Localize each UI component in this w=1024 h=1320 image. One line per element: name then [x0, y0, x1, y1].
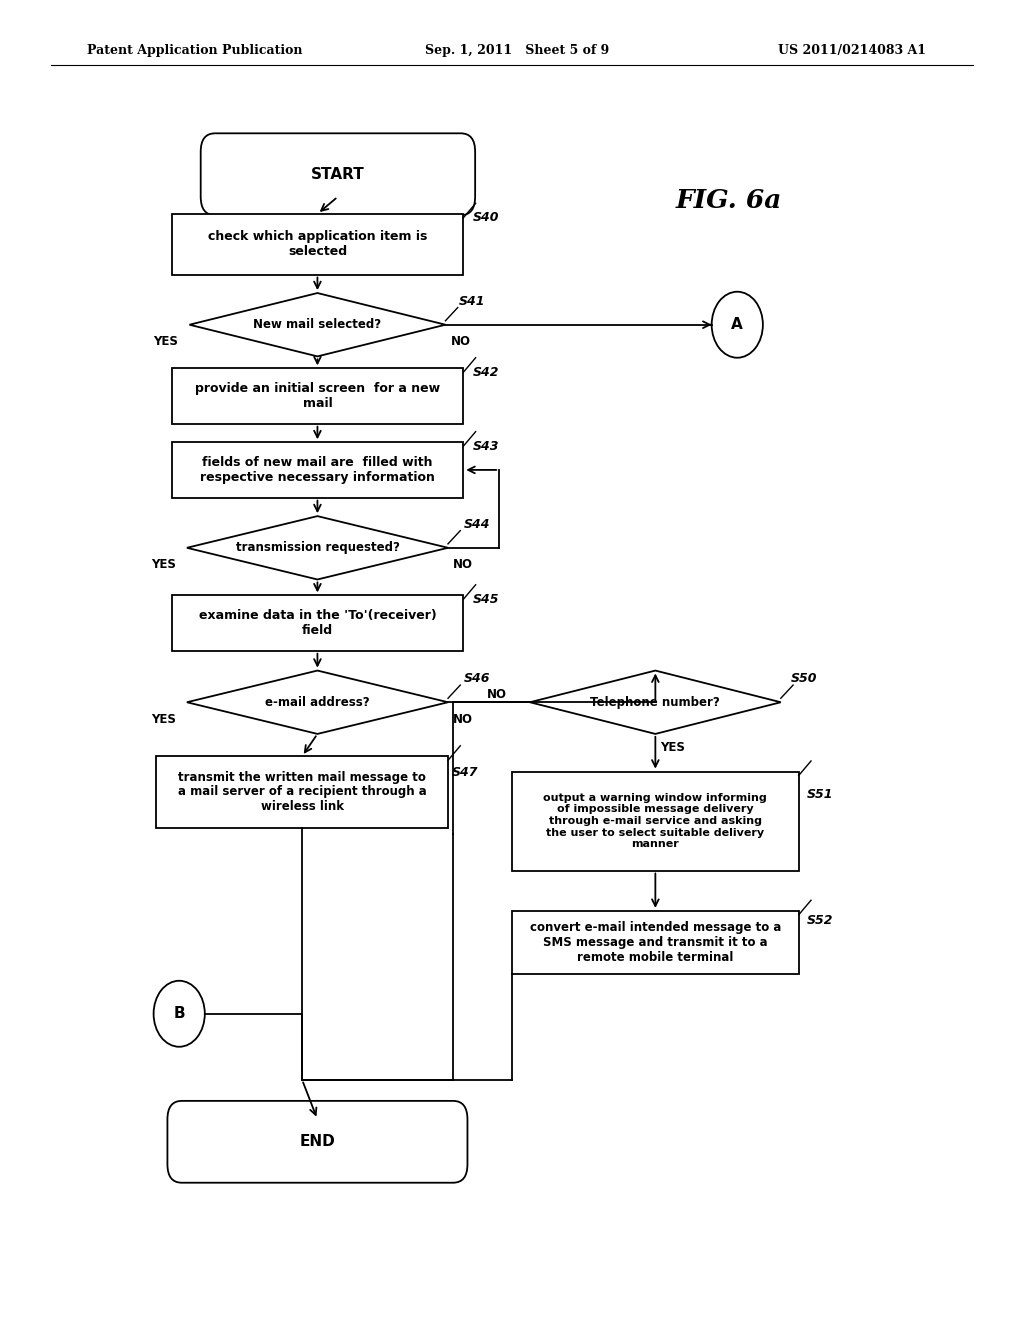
Text: provide an initial screen  for a new
mail: provide an initial screen for a new mail [195, 381, 440, 411]
FancyBboxPatch shape [172, 368, 463, 424]
Text: New mail selected?: New mail selected? [253, 318, 382, 331]
Polygon shape [186, 671, 449, 734]
Text: B: B [173, 1006, 185, 1022]
Text: S44: S44 [464, 517, 490, 531]
Text: Sep. 1, 2011   Sheet 5 of 9: Sep. 1, 2011 Sheet 5 of 9 [425, 44, 609, 57]
Text: START: START [311, 166, 365, 182]
Text: NO: NO [453, 713, 473, 726]
FancyBboxPatch shape [201, 133, 475, 215]
Text: check which application item is
selected: check which application item is selected [208, 230, 427, 259]
Text: NO: NO [453, 558, 473, 572]
FancyBboxPatch shape [512, 771, 799, 871]
Text: S40: S40 [473, 211, 500, 224]
Text: S47: S47 [452, 766, 478, 779]
Text: S42: S42 [473, 366, 500, 379]
Text: examine data in the 'To'(receiver)
field: examine data in the 'To'(receiver) field [199, 609, 436, 638]
Text: NO: NO [451, 335, 471, 348]
Text: S51: S51 [807, 788, 834, 801]
Text: fields of new mail are  filled with
respective necessary information: fields of new mail are filled with respe… [200, 455, 435, 484]
Text: convert e-mail intended message to a
SMS message and transmit it to a
remote mob: convert e-mail intended message to a SMS… [529, 921, 781, 964]
Text: FIG. 6a: FIG. 6a [676, 189, 782, 213]
Polygon shape [186, 516, 449, 579]
Text: Patent Application Publication: Patent Application Publication [87, 44, 302, 57]
Text: US 2011/0214083 A1: US 2011/0214083 A1 [778, 44, 927, 57]
Text: A: A [731, 317, 743, 333]
Text: S46: S46 [464, 672, 490, 685]
Text: S50: S50 [791, 672, 817, 685]
Polygon shape [530, 671, 780, 734]
Text: transmission requested?: transmission requested? [236, 541, 399, 554]
Text: transmit the written mail message to
a mail server of a recipient through a
wire: transmit the written mail message to a m… [178, 771, 426, 813]
Text: S52: S52 [807, 913, 834, 927]
Text: S43: S43 [473, 440, 500, 453]
Text: YES: YES [660, 741, 685, 754]
Text: e-mail address?: e-mail address? [265, 696, 370, 709]
FancyBboxPatch shape [512, 911, 799, 974]
Text: END: END [300, 1134, 335, 1150]
FancyBboxPatch shape [172, 442, 463, 498]
Text: S45: S45 [473, 593, 500, 606]
Text: Telephone number?: Telephone number? [591, 696, 720, 709]
Text: YES: YES [154, 335, 178, 348]
Text: NO: NO [487, 688, 507, 701]
Text: YES: YES [152, 713, 176, 726]
Text: S41: S41 [459, 294, 485, 308]
Text: YES: YES [152, 558, 176, 572]
FancyBboxPatch shape [172, 595, 463, 651]
Circle shape [712, 292, 763, 358]
FancyBboxPatch shape [167, 1101, 467, 1183]
FancyBboxPatch shape [156, 756, 449, 828]
FancyBboxPatch shape [172, 214, 463, 275]
Polygon shape [189, 293, 445, 356]
Circle shape [154, 981, 205, 1047]
Text: output a warning window informing
of impossible message delivery
through e-mail : output a warning window informing of imp… [544, 793, 767, 849]
